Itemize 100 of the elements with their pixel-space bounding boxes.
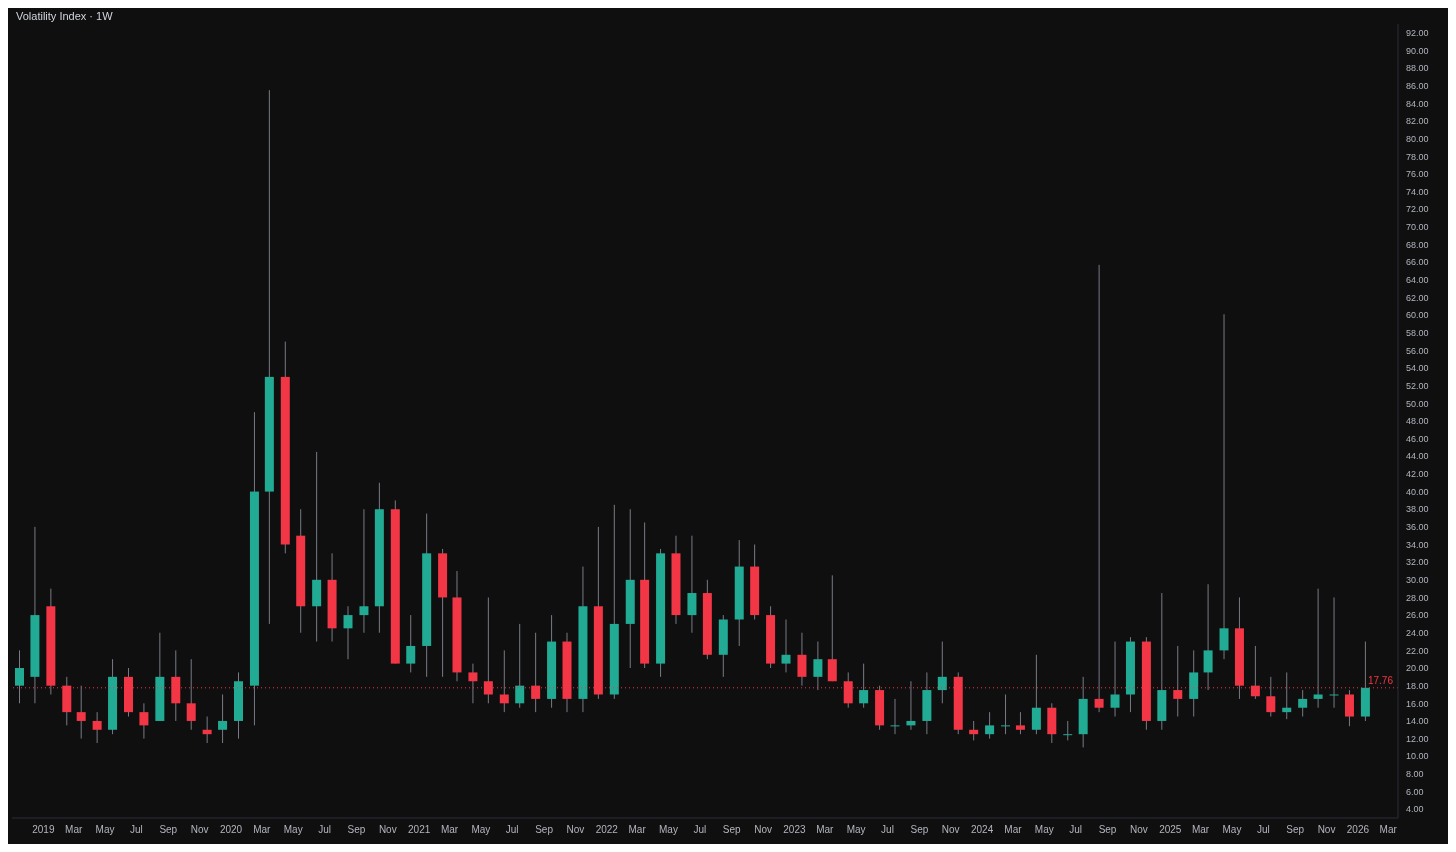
x-tick-label: Jul (318, 824, 331, 836)
candlestick (202, 716, 212, 744)
candlestick (1313, 588, 1323, 709)
y-tick-label: 30.00 (1406, 574, 1429, 585)
x-tick-label: May (846, 824, 866, 836)
y-tick-label: 64.00 (1406, 275, 1429, 286)
x-tick-label: Nov (190, 824, 209, 836)
y-tick-label: 40.00 (1406, 486, 1429, 497)
y-tick-label: 28.00 (1406, 592, 1429, 603)
candlestick (859, 663, 869, 709)
x-tick-label: Jul (1069, 824, 1083, 836)
y-tick-label: 68.00 (1406, 239, 1429, 250)
y-tick-label: 22.00 (1406, 645, 1429, 656)
y-tick-label: 80.00 (1406, 133, 1429, 144)
candlestick (1329, 596, 1339, 709)
candlestick (92, 711, 102, 744)
x-tick-label: Sep (347, 824, 366, 836)
y-tick-label: 56.00 (1406, 345, 1429, 356)
y-tick-label: 32.00 (1406, 557, 1429, 568)
x-tick-label: 2026 (1346, 824, 1370, 836)
y-tick-label: 82.00 (1406, 116, 1429, 127)
x-tick-label: Nov (1130, 824, 1148, 836)
candlestick (1219, 313, 1229, 660)
candlestick (343, 605, 353, 660)
y-tick-label: 6.00 (1406, 786, 1424, 797)
chart-title: Volatility Index · 1W (16, 10, 113, 22)
y-tick-label: 54.00 (1406, 363, 1429, 374)
y-tick-label: 8.00 (1406, 769, 1424, 780)
y-tick-label: 78.00 (1406, 151, 1429, 162)
y-tick-label: 84.00 (1406, 98, 1429, 109)
ref-line-label: 17.76 (1367, 675, 1394, 687)
x-tick-label: Jul (130, 824, 143, 836)
candlestick (1282, 671, 1292, 720)
x-tick-label: Jul (693, 824, 707, 836)
candlestick (406, 614, 416, 673)
x-tick-label: Nov (566, 824, 585, 836)
x-tick-label: Mar (816, 824, 835, 836)
x-tick-label: Mar (253, 824, 272, 836)
candlestick (1063, 720, 1073, 741)
x-tick-label: May (659, 824, 678, 836)
x-tick-label: Mar (440, 824, 459, 836)
y-tick-label: 86.00 (1406, 80, 1429, 91)
x-tick-label: Nov (1317, 824, 1336, 836)
candlestick (781, 619, 791, 673)
candlestick (687, 535, 697, 634)
x-tick-label: Sep (910, 824, 929, 836)
candlestick (15, 649, 24, 704)
candlestick (515, 623, 525, 709)
x-tick-label: Jul (1256, 824, 1270, 836)
y-tick-label: 44.00 (1406, 451, 1429, 462)
x-tick-label: Jul (881, 824, 894, 836)
candlestick (827, 574, 837, 682)
x-tick-label: 2023 (783, 824, 807, 836)
x-tick-label: 2022 (595, 824, 619, 836)
x-tick-label: Mar (1379, 824, 1398, 836)
y-tick-label: 4.00 (1406, 804, 1424, 815)
x-tick-label: Nov (378, 824, 397, 836)
y-tick-label: 52.00 (1406, 380, 1429, 391)
x-tick-label: Mar (628, 824, 647, 836)
candlestick (218, 693, 228, 744)
y-tick-label: 14.00 (1406, 716, 1429, 727)
x-tick-label: Sep (722, 824, 742, 836)
y-tick-label: 60.00 (1406, 310, 1429, 321)
y-tick-label: 70.00 (1406, 222, 1429, 233)
candlestick (1298, 689, 1308, 718)
candlestick (985, 711, 995, 740)
x-tick-label: Mar (1191, 824, 1210, 836)
x-tick-label: Jul (505, 824, 519, 836)
candlestick (890, 698, 900, 735)
y-tick-label: 72.00 (1406, 204, 1429, 215)
x-tick-label: 2020 (219, 824, 243, 836)
x-tick-label: Sep (1286, 824, 1305, 836)
y-tick-label: 42.00 (1406, 469, 1429, 480)
x-tick-label: Nov (754, 824, 772, 836)
y-tick-label: 46.00 (1406, 433, 1429, 444)
x-tick-label: 2019 (32, 824, 55, 836)
y-tick-label: 24.00 (1406, 627, 1429, 638)
candlestick (1031, 654, 1041, 735)
x-tick-label: May (1222, 824, 1242, 836)
x-tick-label: May (471, 824, 491, 836)
y-tick-label: 20.00 (1406, 663, 1429, 674)
y-tick-label: 48.00 (1406, 416, 1429, 427)
x-tick-label: Mar (1004, 824, 1023, 836)
x-tick-label: 2021 (408, 824, 431, 836)
y-tick-label: 92.00 (1406, 28, 1429, 39)
y-tick-label: 66.00 (1406, 257, 1429, 268)
candlestick (937, 641, 947, 704)
candlestick (1001, 693, 1011, 735)
x-tick-label: 2025 (1159, 824, 1182, 836)
candlestick (1344, 689, 1354, 727)
candlestick (969, 720, 979, 741)
x-tick-label: May (1034, 824, 1054, 836)
x-tick-label: Sep (1098, 824, 1117, 836)
y-tick-label: 90.00 (1406, 45, 1429, 56)
candlestick (139, 702, 149, 740)
y-tick-label: 74.00 (1406, 186, 1429, 197)
candlestick (1110, 641, 1120, 718)
y-tick-label: 38.00 (1406, 504, 1429, 515)
x-tick-label: Mar (65, 824, 83, 836)
y-tick-label: 50.00 (1406, 398, 1429, 409)
